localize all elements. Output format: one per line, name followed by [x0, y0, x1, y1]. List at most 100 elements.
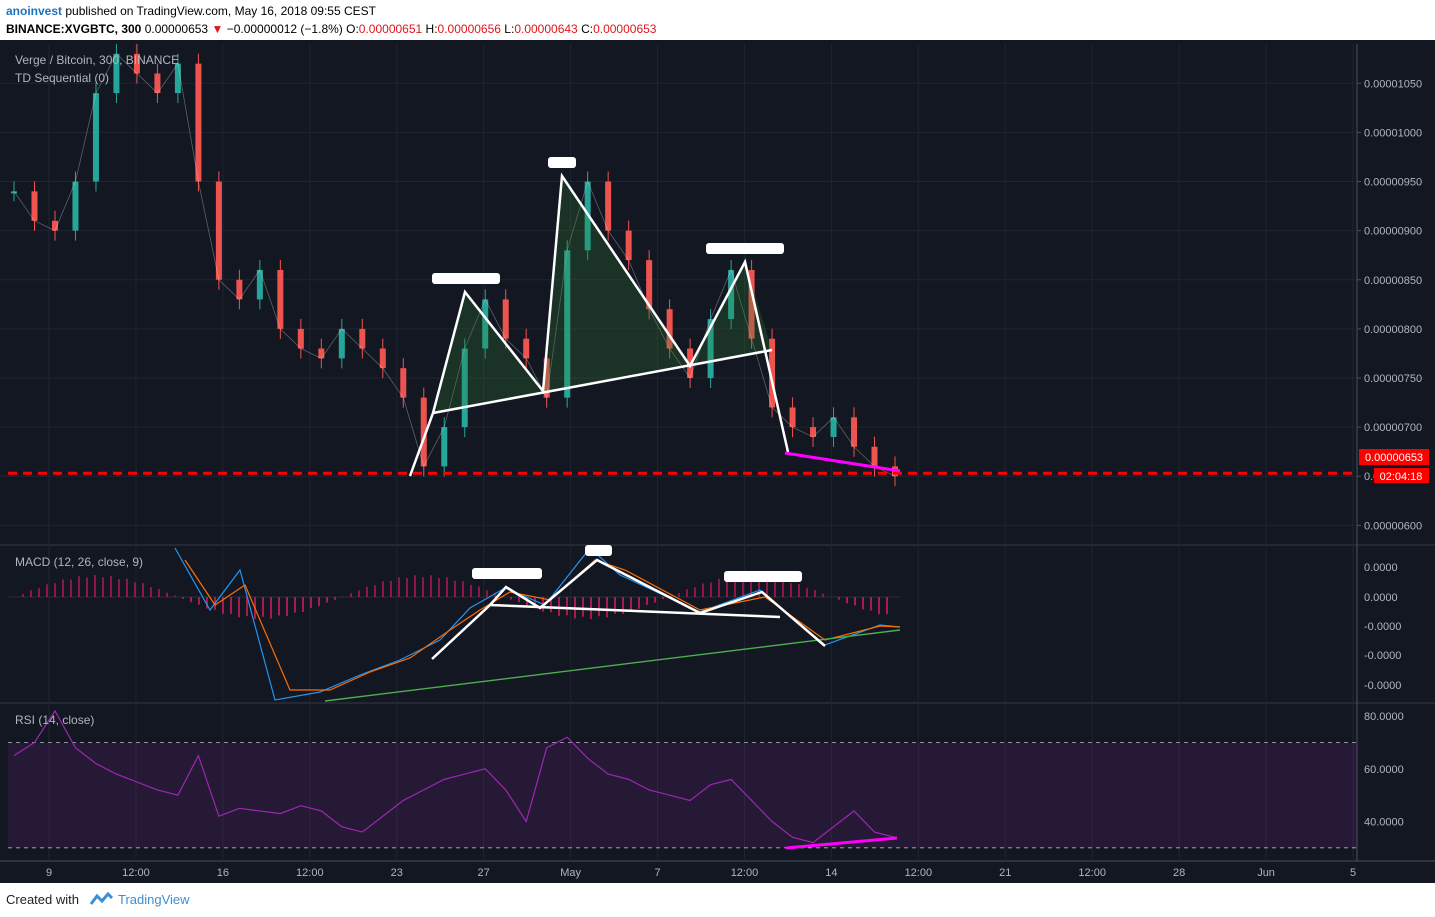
macd-histogram-bar: [670, 595, 672, 597]
publish-info: published on TradingView.com, May 16, 20…: [65, 4, 376, 18]
high-label: H:: [425, 22, 438, 36]
macd-histogram-bar: [510, 597, 512, 600]
candle-body: [236, 279, 243, 300]
rsi-tick-label: 60.0000: [1364, 764, 1404, 776]
close-label: C:: [581, 22, 594, 36]
price-tag-bg: [1359, 449, 1429, 465]
macd-histogram-bar: [166, 592, 168, 597]
macd-histogram-bar: [726, 579, 728, 597]
macd-histogram-bar: [374, 585, 376, 597]
macd-histogram-bar: [454, 580, 456, 597]
rsi-band: [8, 742, 1357, 848]
macd-histogram-bar: [270, 597, 272, 619]
price-tick-label: 0.00001000: [1364, 127, 1422, 139]
main-pane-title: Verge / Bitcoin, 300, BINANCE: [15, 53, 179, 67]
neckline: [432, 348, 773, 415]
last-price: 0.00000653: [144, 22, 209, 36]
macd-pattern-line: [431, 558, 826, 660]
candle-body: [769, 338, 776, 408]
chart-canvas[interactable]: 0.00001050 0.00001000 0.00000950 0.00000900…: [0, 40, 1435, 883]
macd-histogram-bar: [190, 597, 192, 603]
macd-histogram-bar: [566, 597, 568, 616]
time-tick-label: 7: [654, 867, 660, 879]
macd-histogram-bar: [814, 590, 816, 597]
candle-body: [482, 299, 489, 349]
symbol-label: BINANCE:XVGBTC, 300: [6, 22, 142, 36]
pattern-label-box: [432, 273, 500, 284]
price-tick-label: 0.00000850: [1364, 275, 1422, 287]
macd-histogram-bar: [886, 597, 888, 615]
time-tick-label: 28: [1173, 867, 1185, 879]
rsi-tick-label: 80.0000: [1364, 711, 1404, 723]
candle-body: [195, 63, 202, 182]
macd-histogram-bar: [750, 575, 752, 597]
macd-histogram-bar: [806, 587, 808, 597]
pattern-fill: [433, 176, 772, 413]
time-tick-label: May: [560, 867, 581, 879]
macd-histogram-bar: [526, 597, 528, 606]
author-link[interactable]: anoinvest: [6, 4, 63, 18]
price-series-line: [13, 53, 896, 477]
candle-body: [625, 230, 632, 261]
head-shoulders-pattern: [408, 172, 790, 477]
price-divergence-line: [784, 451, 901, 473]
macd-histogram-bar: [246, 597, 248, 617]
candle-body: [31, 191, 38, 221]
candle-body: [789, 407, 796, 428]
time-tick-label: 12:00: [122, 867, 150, 879]
time-tick-label: 27: [478, 867, 490, 879]
macd-histogram-bar: [206, 597, 208, 609]
macd-histogram-bar: [550, 597, 552, 613]
macd-histogram-bar: [110, 575, 112, 597]
macd-tick-label: 0.0000: [1364, 592, 1398, 604]
time-tick-label: 14: [825, 867, 837, 879]
macd-label-box: [585, 545, 612, 556]
macd-histogram-bar: [38, 588, 40, 597]
macd-label-box: [472, 568, 542, 579]
high-value: 0.00000656: [437, 22, 501, 36]
tradingview-brand[interactable]: TradingView: [118, 892, 190, 907]
created-with: Created with: [6, 892, 79, 907]
macd-histogram-bar: [326, 597, 328, 603]
time-tick-label: 12:00: [905, 867, 933, 879]
macd-histogram-bar: [470, 584, 472, 597]
candle-body: [441, 427, 448, 467]
candle-body: [215, 181, 222, 280]
macd-histogram-bar: [286, 597, 288, 617]
macd-histogram-bar: [758, 577, 760, 597]
candle-body: [92, 93, 99, 182]
macd-histogram-bar: [134, 582, 136, 597]
open-label: O:: [346, 22, 359, 36]
macd-tick-label: -0.0000: [1364, 621, 1401, 633]
macd-histogram-bar: [646, 597, 648, 605]
macd-histogram-bar: [582, 597, 584, 617]
time-tick-label: 12:00: [296, 867, 324, 879]
macd-histogram-bar: [222, 597, 224, 614]
macd-histogram-bar: [870, 597, 872, 611]
macd-tick-label: 0.0000: [1364, 562, 1398, 574]
macd-histogram-bar: [630, 597, 632, 611]
candle-body: [830, 417, 837, 437]
price-change: −0.00000012 (−1.8%): [226, 22, 343, 36]
macd-histogram-bar: [446, 577, 448, 597]
macd-histogram-bar: [398, 577, 400, 597]
macd-histogram-bar: [702, 583, 704, 597]
candle-body: [871, 446, 878, 467]
macd-histogram-bar: [150, 587, 152, 597]
ohlc-line: BINANCE:XVGBTC, 300 0.00000653 ▼ −0.0000…: [6, 22, 656, 36]
candle-body: [666, 309, 673, 349]
rsi-pane-title: RSI (14, close): [15, 713, 94, 727]
chart-area[interactable]: 0.00001050 0.00001000 0.00000950 0.00000900…: [0, 40, 1435, 883]
countdown-bg: [1374, 468, 1429, 483]
macd-histogram-bar: [694, 587, 696, 597]
candle-body: [297, 328, 304, 349]
macd-histogram-bar: [366, 586, 368, 597]
macd-histogram-bar: [78, 576, 80, 597]
macd-histogram-bar: [22, 593, 24, 597]
chart-header: anoinvest published on TradingView.com, …: [0, 0, 1435, 40]
macd-histogram-bar: [790, 583, 792, 597]
close-value: 0.00000653: [593, 22, 657, 36]
macd-histogram-bar: [350, 593, 352, 597]
macd-histogram-bar: [518, 597, 520, 603]
macd-histogram-bar: [118, 578, 120, 597]
